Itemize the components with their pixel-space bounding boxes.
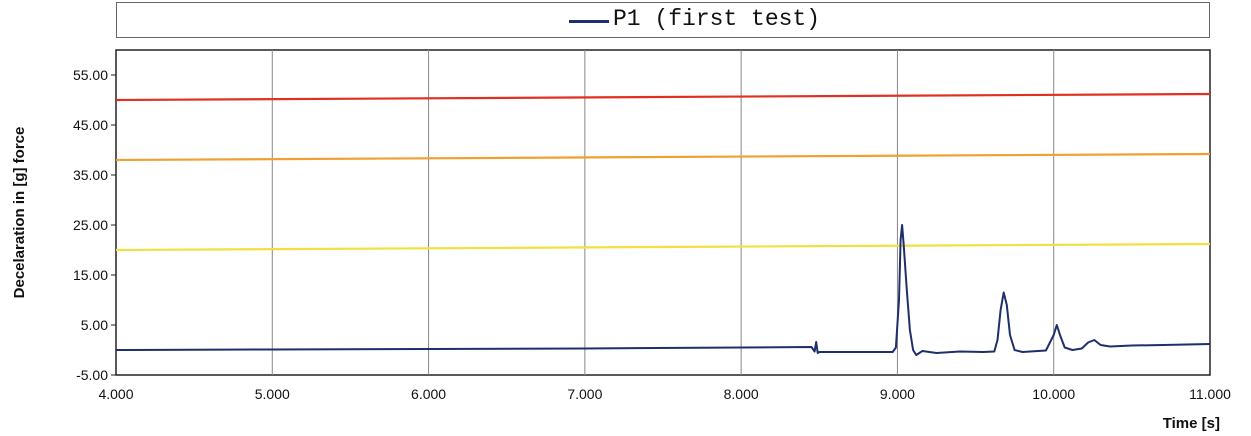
x-tick-label: 4.000 xyxy=(98,386,133,402)
x-tick-label: 9.000 xyxy=(880,386,915,402)
y-axis-ticks: 55.00 45.00 35.00 25.00 15.00 5.00 -5.00 xyxy=(73,67,116,383)
y-tick-label: -5.00 xyxy=(76,367,108,383)
reference-line-yellow xyxy=(115,242,1211,252)
x-tick-label: 7.000 xyxy=(567,386,602,402)
y-tick-label: 55.00 xyxy=(73,67,108,83)
grid xyxy=(271,50,1055,375)
x-tick-label: 10.000 xyxy=(1032,386,1075,402)
y-tick-label: 35.00 xyxy=(73,167,108,183)
reference-line-red xyxy=(115,92,1211,102)
x-tick-label: 8.000 xyxy=(724,386,759,402)
x-tick-label: 11.000 xyxy=(1189,386,1231,402)
series-layer xyxy=(115,92,1211,356)
y-axis-title: Decelaration in [g] force xyxy=(11,127,28,299)
x-axis-ticks: 4.000 5.000 6.000 7.000 8.000 9.000 10.000 11.0… xyxy=(98,386,1231,402)
x-tick-label: 6.000 xyxy=(411,386,446,402)
legend: P1 (first test) xyxy=(116,2,1210,38)
y-tick-label: 45.00 xyxy=(73,117,108,133)
x-axis-title: Time [s] xyxy=(1163,415,1220,432)
plot-area xyxy=(115,49,1211,376)
legend-swatch-p1 xyxy=(569,20,609,23)
legend-label-p1: P1 (first test) xyxy=(613,6,821,32)
series-p1-line xyxy=(115,224,1211,356)
x-tick-label: 5.000 xyxy=(255,386,290,402)
y-tick-label: 25.00 xyxy=(73,217,108,233)
reference-line-orange xyxy=(115,152,1211,162)
y-tick-label: 15.00 xyxy=(73,267,108,283)
y-tick-label: 5.00 xyxy=(81,317,108,333)
